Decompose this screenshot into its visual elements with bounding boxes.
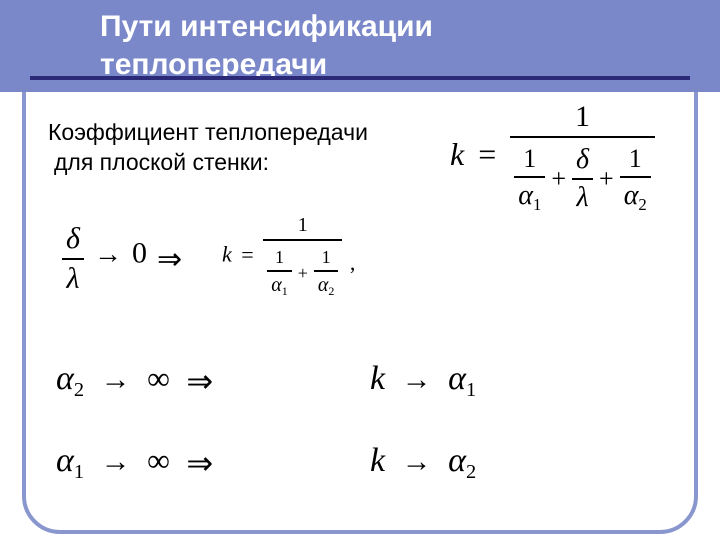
main-fraction: 1 1 α1 + δ λ + 1 α2: [510, 100, 655, 215]
arrow-right-5: →: [394, 445, 440, 478]
var-k-4: k: [370, 442, 385, 479]
infinity-1: ∞: [147, 360, 170, 396]
denominator: 1 α1 + δ λ + 1 α2: [510, 136, 655, 215]
alpha2: α2: [56, 360, 84, 397]
formula-k-alpha2: k → α2: [370, 442, 476, 484]
equals-sign-2: =: [237, 242, 257, 267]
arrow-right-4: →: [93, 445, 139, 478]
formula-k-main: k = 1 1 α1 + δ λ + 1 α: [450, 100, 655, 215]
alpha2-result: α2: [448, 442, 476, 479]
formula-alpha1-infinity: α1 → ∞ ⇒: [56, 442, 213, 484]
var-k: k: [450, 136, 464, 172]
plus-3: +: [298, 263, 308, 284]
title-underline: [30, 76, 690, 80]
title-bar: Пути интенсификации теплопередачи: [0, 0, 720, 92]
term-delta-over-lambda: δ λ: [572, 144, 593, 214]
title-line-1: Пути интенсификации: [100, 8, 660, 46]
numerator-one: 1: [510, 100, 655, 136]
formula-k-simplified: k = 1 1 α1 + 1 α2 ,: [222, 214, 355, 299]
content-area: Коэффициент теплопередачи для плоской ст…: [0, 92, 720, 540]
term2-1-over-alpha1: 1 α1: [267, 247, 292, 299]
intro-line-1: Коэффициент теплопередачи: [48, 118, 368, 148]
implies-arrow-3: ⇒: [178, 444, 213, 482]
plus-2: +: [599, 164, 614, 194]
formula-alpha2-infinity: α2 → ∞ ⇒: [56, 360, 213, 402]
plus-1: +: [551, 164, 566, 194]
arrow-right-3: →: [394, 363, 440, 396]
var-k-3: k: [370, 360, 385, 397]
term2-1-over-alpha2: 1 α2: [314, 247, 339, 299]
simplified-denominator: 1 α1 + 1 α2: [263, 239, 342, 299]
fraction-delta-lambda: δ λ: [62, 222, 84, 296]
implies-arrow-2: ⇒: [178, 362, 213, 400]
term-1-over-alpha2: 1 α2: [620, 144, 651, 215]
intro-line-2: для плоской стенки:: [48, 148, 368, 178]
term-1-over-alpha1: 1 α1: [514, 144, 545, 215]
formula-delta-lambda-limit: δ λ → 0 ⇒: [62, 222, 182, 296]
alpha1: α1: [56, 442, 84, 479]
intro-text: Коэффициент теплопередачи для плоской ст…: [48, 118, 368, 178]
implies-arrow: ⇒: [151, 242, 182, 277]
var-k-2: k: [222, 242, 232, 267]
infinity-2: ∞: [147, 442, 170, 478]
formula-k-alpha1: k → α1: [370, 360, 476, 402]
trailing-comma: ,: [348, 250, 356, 275]
alpha1-result: α1: [448, 360, 476, 397]
arrow-right-2: →: [93, 363, 139, 396]
simplified-fraction: 1 1 α1 + 1 α2: [263, 214, 342, 299]
arrow-right: →: [88, 239, 128, 270]
title-text: Пути интенсификации теплопередачи: [0, 0, 720, 83]
zero: 0: [132, 237, 147, 270]
equals-sign: =: [472, 136, 502, 172]
